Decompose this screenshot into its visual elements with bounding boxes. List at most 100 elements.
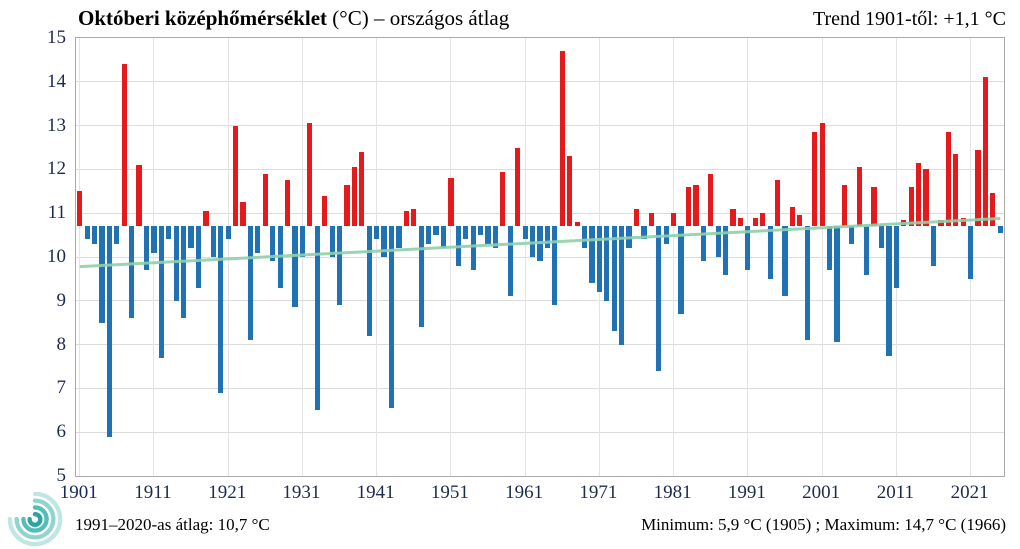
y-tick-label: 7 [56,377,67,399]
year-bar [284,180,291,227]
year-bar [611,226,617,332]
chart-title-regular: (°C) – országos átlag [327,6,510,30]
year-bar [388,226,395,409]
year-bar [752,217,758,227]
year-bar [745,226,751,271]
year-bar [901,219,907,227]
year-bar [359,151,365,227]
chart-title-bold: Októberi középhőmérséklet [78,6,328,30]
x-tick-label: 1991 [727,482,766,503]
year-bar [529,226,536,257]
year-bar [930,226,937,266]
gridline-h [76,344,1004,346]
year-bar [121,64,127,227]
x-tick-label: 1931 [282,482,321,503]
year-bar [158,226,164,358]
year-bar [136,165,142,227]
y-tick-label: 13 [47,114,66,136]
year-bar [633,208,640,227]
year-bar [797,215,803,227]
gridline-h [76,300,1004,302]
year-bar [129,226,135,319]
x-tick-label: 1951 [430,482,469,503]
year-bar [329,226,335,257]
plot-area [75,37,1005,477]
y-tick-label: 10 [47,246,66,267]
year-bar [255,226,261,253]
year-bar [878,226,885,249]
x-tick-label: 2011 [876,482,914,503]
year-bar [433,226,439,236]
year-bar [418,226,424,328]
year-bar [477,226,484,236]
spiral-logo-icon [7,491,63,547]
gridline-v [301,38,303,476]
year-bar [426,226,432,244]
x-tick-label: 2021 [950,482,989,503]
year-bar [604,226,610,301]
year-bar [151,226,157,253]
trend-label: Trend 1901-től: +1,1 °C [813,8,1006,30]
year-bar [106,226,112,437]
year-bar [656,226,662,371]
x-tick-label: 1961 [505,482,544,503]
year-bar [693,184,699,227]
y-tick-label: 8 [56,333,67,355]
year-bar [908,186,914,227]
year-bar [945,132,951,227]
year-bar [240,202,246,227]
year-bar [507,226,513,297]
year-bar [336,226,343,306]
y-tick-label: 6 [56,421,67,443]
year-bar [455,226,461,266]
gridline-h [76,387,1004,389]
year-bar [953,154,959,227]
year-bar [492,226,499,249]
year-bar [99,226,105,323]
year-bar [262,173,268,227]
year-bar [307,123,313,227]
x-tick-label: 1981 [653,482,692,503]
year-bar [247,226,254,341]
year-bar [990,193,996,227]
year-bar [737,217,744,227]
year-bar [188,226,194,249]
year-bar [589,226,595,284]
year-bar [708,173,714,227]
baseline-note: 1991–2020-as átlag: 10,7 °C [75,515,270,534]
gridline-v [673,38,675,476]
year-bar [960,217,966,227]
year-bar [596,226,602,293]
year-bar [871,186,877,227]
year-bar [500,171,506,227]
year-bar [233,125,239,227]
year-bar [938,219,944,227]
year-bar [774,180,781,227]
year-bar [886,226,892,356]
year-bar [671,213,677,227]
year-bar [114,226,120,244]
year-bar [559,51,565,227]
y-tick-label: 14 [47,70,66,92]
year-bar [173,226,179,301]
year-bar [626,226,632,249]
x-tick-label: 1941 [356,482,395,503]
year-bar [789,206,796,227]
year-bar [522,226,528,240]
gridline-v [524,38,526,476]
year-bar [849,226,855,244]
year-bar [143,226,150,271]
year-bar [648,213,654,227]
year-bar [463,226,469,240]
year-bar [485,226,491,244]
year-bar [77,191,83,227]
year-bar [537,226,543,262]
gridline-h [76,81,1004,83]
year-bar [700,226,706,262]
y-tick-label: 12 [47,158,66,180]
year-bar [997,226,1003,233]
year-bar [982,77,989,227]
year-bar [641,226,647,240]
year-bar [181,226,187,319]
